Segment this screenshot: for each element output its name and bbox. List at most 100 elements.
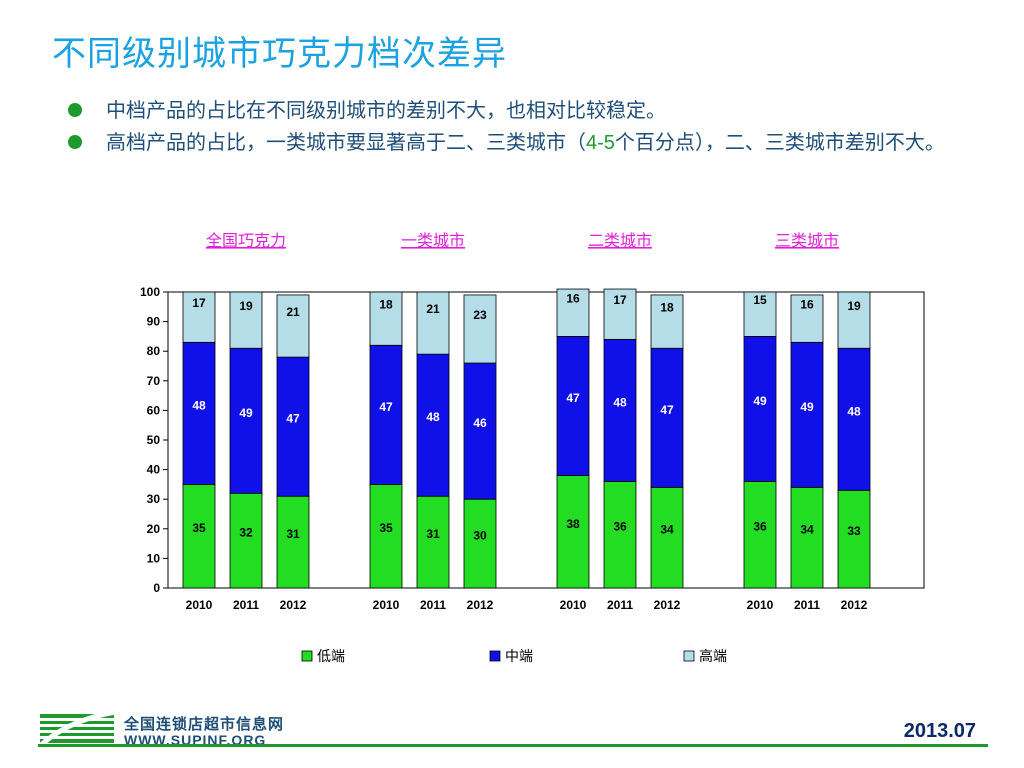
bar-segment <box>416 353 450 497</box>
x-tick-label: 2010 <box>186 598 213 612</box>
logo-chinese-text: 全国连锁店超市信息网 <box>124 715 285 733</box>
y-tick-label: 50 <box>147 433 161 447</box>
data-label: 47 <box>660 403 674 417</box>
bar-segment <box>276 356 310 497</box>
footer-date: 2013.07 <box>903 720 976 742</box>
y-tick-label: 80 <box>147 344 161 358</box>
bar-segment <box>837 291 871 349</box>
bar-segment <box>650 486 684 589</box>
data-label: 16 <box>800 298 814 312</box>
data-label: 48 <box>613 395 627 409</box>
data-label: 48 <box>426 410 440 424</box>
bullet-item: 中档产品的占比在不同级别城市的差别不大，也相对比较稳定。 <box>68 94 968 126</box>
footer-divider <box>38 744 988 747</box>
data-label: 21 <box>426 302 440 316</box>
data-label: 49 <box>753 394 767 408</box>
bullet-item: 高档产品的占比，一类城市要显著高于二、三类城市（4-5个百分点），二、三类城市差… <box>68 126 968 159</box>
data-label: 19 <box>239 299 253 313</box>
data-label: 46 <box>473 416 487 430</box>
plot-frame <box>167 291 925 589</box>
legend-swatch <box>301 650 313 662</box>
bullet-dot-icon <box>68 103 82 117</box>
bar-segment <box>743 335 777 482</box>
bar-segment <box>837 489 871 589</box>
data-label: 48 <box>192 398 206 412</box>
data-label: 18 <box>379 298 393 312</box>
legend-label: 低端 <box>317 649 345 665</box>
bar-segment <box>790 294 824 343</box>
y-tick-label: 90 <box>147 315 161 329</box>
data-label: 31 <box>286 527 300 541</box>
data-label: 47 <box>286 412 300 426</box>
data-label: 49 <box>239 406 253 420</box>
bullet-list: 中档产品的占比在不同级别城市的差别不大，也相对比较稳定。 高档产品的占比，一类城… <box>68 94 968 159</box>
data-label: 35 <box>379 521 393 535</box>
bar-segment <box>603 338 637 482</box>
x-tick-label: 2010 <box>560 598 587 612</box>
x-tick-label: 2010 <box>747 598 774 612</box>
x-tick-label: 2011 <box>233 598 259 612</box>
x-tick-label: 2012 <box>467 598 494 612</box>
y-tick-label: 60 <box>147 403 161 417</box>
bullet-text: 高档产品的占比，一类城市要显著高于二、三类城市（ <box>106 130 586 154</box>
data-label: 18 <box>660 301 674 315</box>
bar-segment <box>743 291 777 337</box>
bar-segment <box>416 291 450 355</box>
data-label: 38 <box>566 517 580 531</box>
supinf-logo-icon <box>38 709 117 748</box>
slide-title: 不同级别城市巧克力档次差异 <box>52 34 507 74</box>
data-label: 33 <box>847 524 861 538</box>
group-label: 三类城市 <box>775 231 839 250</box>
group-label: 二类城市 <box>588 231 652 250</box>
bar-segment <box>229 291 263 349</box>
y-tick-label: 40 <box>147 463 161 477</box>
bar-segment <box>603 288 637 340</box>
bar-segment <box>463 362 497 500</box>
data-label: 47 <box>379 400 393 414</box>
y-tick-label: 30 <box>147 492 161 506</box>
bar-segment <box>369 344 403 485</box>
bar-segment <box>229 347 263 494</box>
data-label: 15 <box>753 293 767 307</box>
data-label: 36 <box>613 520 627 534</box>
group-label: 全国巧克力 <box>206 231 286 250</box>
x-tick-label: 2012 <box>654 598 681 612</box>
y-tick-label: 0 <box>153 581 160 595</box>
bar-segment <box>276 495 310 589</box>
y-tick-label: 70 <box>147 374 161 388</box>
bar-segment <box>650 347 684 488</box>
data-label: 17 <box>613 293 627 307</box>
bar-segment <box>463 498 497 589</box>
bar-segment <box>743 481 777 589</box>
x-tick-label: 2011 <box>607 598 633 612</box>
bar-segment <box>837 347 871 491</box>
data-label: 34 <box>800 523 814 537</box>
data-label: 31 <box>426 527 440 541</box>
bar-segment <box>650 294 684 349</box>
data-label: 36 <box>753 520 767 534</box>
bar-segment <box>556 288 590 337</box>
data-label: 21 <box>286 305 300 319</box>
y-tick-label: 100 <box>140 285 160 299</box>
bar-segment <box>369 483 403 589</box>
legend-swatch <box>683 650 695 662</box>
bar-segment <box>369 291 403 346</box>
x-tick-label: 2011 <box>794 598 820 612</box>
data-label: 49 <box>800 400 814 414</box>
bullet-text-end: 个百分点），二、三类城市差别不大。 <box>614 130 945 154</box>
bar-segment <box>229 492 263 589</box>
data-label: 16 <box>566 292 580 306</box>
bar-segment <box>556 335 590 476</box>
y-tick-label: 10 <box>147 551 161 565</box>
bar-segment <box>182 341 216 485</box>
group-label: 一类城市 <box>401 231 465 250</box>
x-tick-label: 2011 <box>420 598 446 612</box>
bullet-dot-icon <box>68 135 82 149</box>
bar-segment <box>182 483 216 589</box>
data-label: 48 <box>847 404 861 418</box>
data-label: 47 <box>566 391 580 405</box>
data-label: 32 <box>239 526 253 540</box>
bullet-accent: 4-5 <box>586 132 615 154</box>
legend-swatch <box>489 650 501 662</box>
data-label: 17 <box>192 296 206 310</box>
